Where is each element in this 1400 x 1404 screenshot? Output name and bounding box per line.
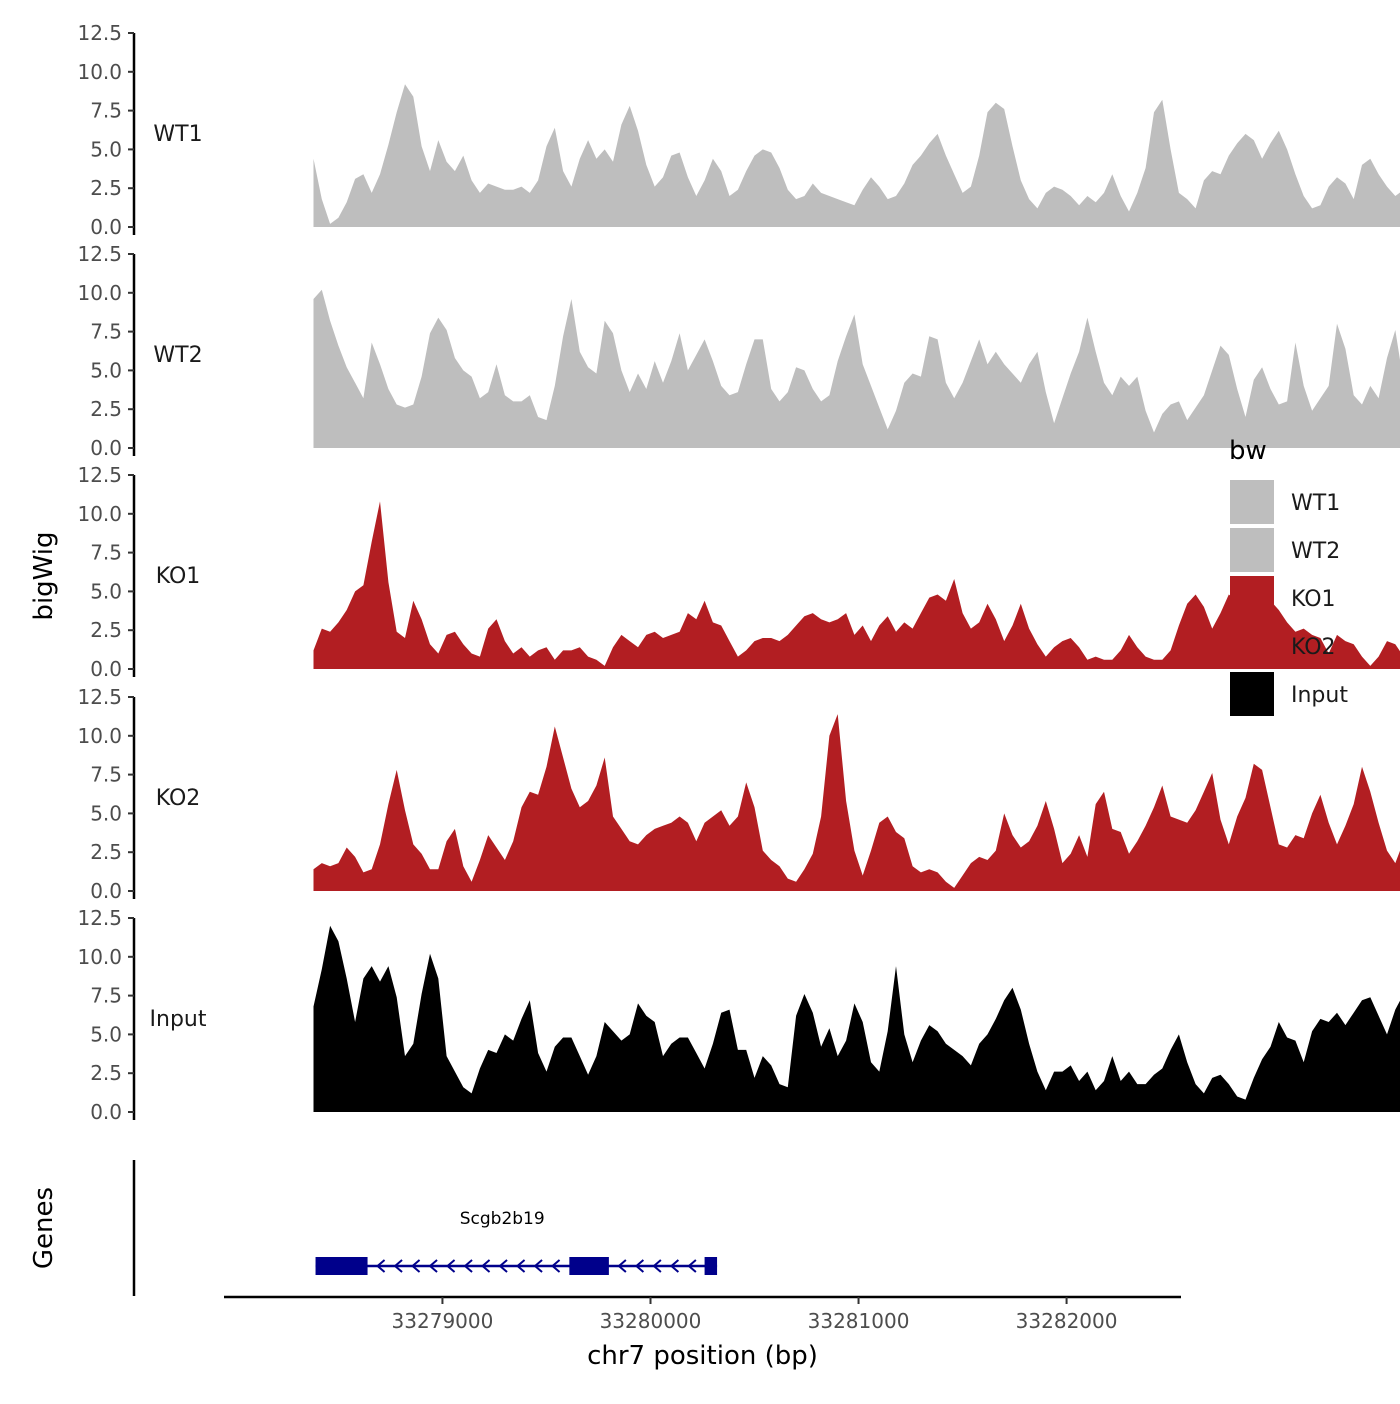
legend-swatch-wt2 <box>1230 528 1274 572</box>
track-label-wt1: WT1 <box>153 122 202 147</box>
legend-swatch-ko1 <box>1230 576 1274 620</box>
y-tick-label: 0.0 <box>90 1100 122 1124</box>
x-tick-label: 33281000 <box>808 1309 910 1333</box>
legend-label-ko1: KO1 <box>1291 587 1336 612</box>
y-tick-label: 7.5 <box>90 763 122 787</box>
track-label-ko2: KO2 <box>156 786 201 811</box>
legend-swatch-wt1 <box>1230 480 1274 524</box>
x-tick-label: 33282000 <box>1016 1309 1118 1333</box>
y-tick-label: 10.0 <box>77 281 122 305</box>
track-label-ko1: KO1 <box>156 564 201 589</box>
y-tick-label: 10.0 <box>77 60 122 84</box>
y-tick-label: 5.0 <box>90 358 122 382</box>
y-tick-label: 2.5 <box>90 176 122 200</box>
y-tick-label: 2.5 <box>90 397 122 421</box>
x-tick-label: 33280000 <box>600 1309 702 1333</box>
legend-title: bw <box>1229 436 1267 466</box>
track-area-wt1 <box>314 84 1400 227</box>
y-tick-label: 10.0 <box>77 502 122 526</box>
x-axis-title: chr7 position (bp) <box>587 1341 818 1371</box>
y-tick-label: 12.5 <box>77 685 122 709</box>
y-tick-label: 2.5 <box>90 618 122 642</box>
y-tick-label: 7.5 <box>90 320 122 344</box>
y-tick-label: 7.5 <box>90 984 122 1008</box>
gene-exon <box>705 1257 717 1275</box>
gene-panel-label: Genes <box>29 1187 59 1269</box>
y-tick-label: 12.5 <box>77 242 122 266</box>
y-tick-label: 5.0 <box>90 1022 122 1046</box>
legend-label-wt2: WT2 <box>1291 539 1340 564</box>
y-tick-label: 10.0 <box>77 724 122 748</box>
y-tick-label: 12.5 <box>77 21 122 45</box>
y-tick-label: 12.5 <box>77 906 122 930</box>
legend-label-ko2: KO2 <box>1291 635 1336 660</box>
y-tick-label: 0.0 <box>90 879 122 903</box>
y-tick-label: 5.0 <box>90 801 122 825</box>
x-tick-label: 33279000 <box>392 1309 494 1333</box>
y-tick-label: 0.0 <box>90 436 122 460</box>
track-label-input: Input <box>150 1007 207 1032</box>
track-area-wt2 <box>314 290 1400 448</box>
y-axis-title: bigWig <box>29 531 59 620</box>
y-tick-label: 2.5 <box>90 1061 122 1085</box>
legend-label-wt1: WT1 <box>1291 491 1340 516</box>
y-tick-label: 2.5 <box>90 840 122 864</box>
y-tick-label: 7.5 <box>90 541 122 565</box>
track-label-wt2: WT2 <box>153 343 202 368</box>
y-tick-label: 12.5 <box>77 463 122 487</box>
y-tick-label: 7.5 <box>90 99 122 123</box>
gene-name-label: Scgb2b19 <box>460 1209 545 1229</box>
y-tick-label: 5.0 <box>90 579 122 603</box>
gene-exon <box>569 1257 609 1275</box>
track-area-ko2 <box>314 714 1400 891</box>
legend-swatch-input <box>1230 672 1274 716</box>
y-tick-label: 0.0 <box>90 657 122 681</box>
y-tick-label: 0.0 <box>90 215 122 239</box>
track-area-input <box>314 926 1400 1112</box>
y-tick-label: 10.0 <box>77 945 122 969</box>
legend-label-input: Input <box>1291 683 1348 708</box>
legend-swatch-ko2 <box>1230 624 1274 668</box>
y-tick-label: 5.0 <box>90 137 122 161</box>
gene-exon <box>316 1257 368 1275</box>
